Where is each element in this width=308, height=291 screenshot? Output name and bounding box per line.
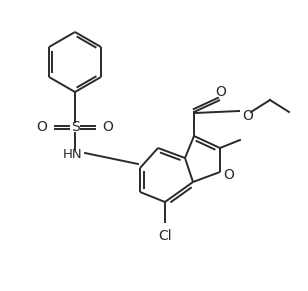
Text: S: S bbox=[71, 120, 79, 134]
Text: O: O bbox=[243, 109, 253, 123]
Text: O: O bbox=[216, 85, 226, 99]
Text: O: O bbox=[224, 168, 234, 182]
Text: O: O bbox=[103, 120, 113, 134]
Text: O: O bbox=[37, 120, 47, 134]
Text: Cl: Cl bbox=[158, 229, 172, 243]
Text: HN: HN bbox=[63, 148, 83, 162]
